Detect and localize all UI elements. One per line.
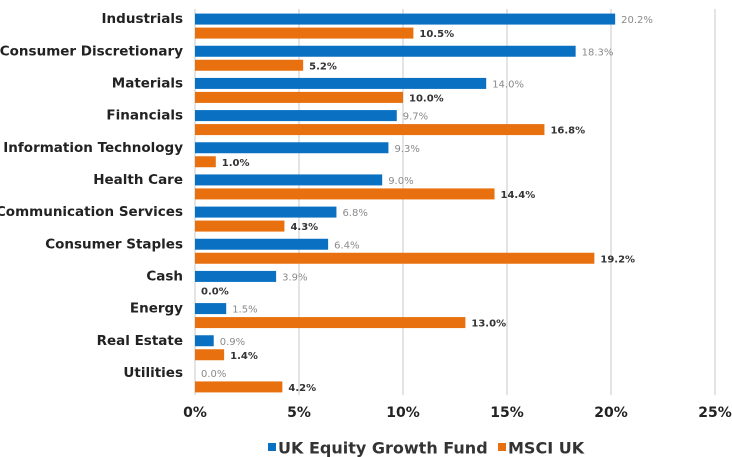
value-label: 1.5% [232,305,257,316]
bar [195,27,414,39]
value-label: 9.0% [388,176,413,187]
legend-swatch [498,443,506,451]
bar [195,270,277,282]
category-label: Information Technology [3,140,183,156]
bar [195,349,225,361]
bar [195,110,397,122]
value-label: 10.5% [419,29,454,40]
value-label: 18.3% [582,47,614,58]
bar [195,77,487,89]
category-label: Communication Services [0,204,183,220]
value-label: 6.4% [334,240,359,251]
category-label: Consumer Staples [45,236,183,252]
value-label: 19.2% [600,254,635,265]
bar [195,206,337,218]
value-label: 20.2% [621,15,653,26]
legend-label: MSCI UK [508,439,585,457]
value-label: 1.4% [230,351,258,362]
bar [195,156,216,168]
value-label: 5.2% [309,61,337,72]
x-tick-label: 20% [594,405,628,421]
bar [195,252,595,264]
value-label: 0.0% [201,369,226,380]
value-label: 9.7% [403,112,428,123]
category-label: Materials [112,75,183,91]
category-label: Financials [106,108,183,124]
x-tick-label: 15% [490,405,524,421]
bar [195,220,285,232]
value-label: 4.2% [288,383,316,394]
value-label: 0.9% [220,337,245,348]
legend-swatch [268,443,276,451]
category-label: Real Estate [97,333,183,349]
value-label: 9.3% [394,144,419,155]
value-label: 14.4% [501,190,536,201]
value-label: 13.0% [471,319,506,330]
x-tick-label: 5% [287,405,311,421]
category-label: Industrials [102,11,183,27]
bar [195,335,214,347]
category-label: Consumer Discretionary [0,43,183,59]
x-tick-label: 25% [698,405,732,421]
bar [195,238,329,250]
category-label: Utilities [123,365,183,381]
legend-label: UK Equity Growth Fund [278,439,488,457]
value-label: 4.3% [290,222,318,233]
value-label: 10.0% [409,93,444,104]
x-tick-label: 0% [183,405,207,421]
bar [195,124,545,136]
bar [195,317,466,329]
value-label: 1.0% [222,158,250,169]
bar [195,91,403,103]
bar [195,13,616,25]
category-label: Cash [146,268,183,284]
value-label: 3.9% [282,272,307,283]
x-tick-label: 10% [386,405,420,421]
value-label: 0.0% [201,286,229,297]
bar [195,188,495,200]
category-label: Energy [130,301,183,317]
value-label: 6.8% [342,208,367,219]
bar [195,45,576,57]
bar [195,59,304,71]
bar [195,174,383,186]
category-label: Health Care [93,172,183,188]
bar [195,142,389,154]
value-label: 16.8% [550,126,585,137]
bar [195,303,227,315]
bar [195,381,283,393]
value-label: 14.0% [492,79,524,90]
